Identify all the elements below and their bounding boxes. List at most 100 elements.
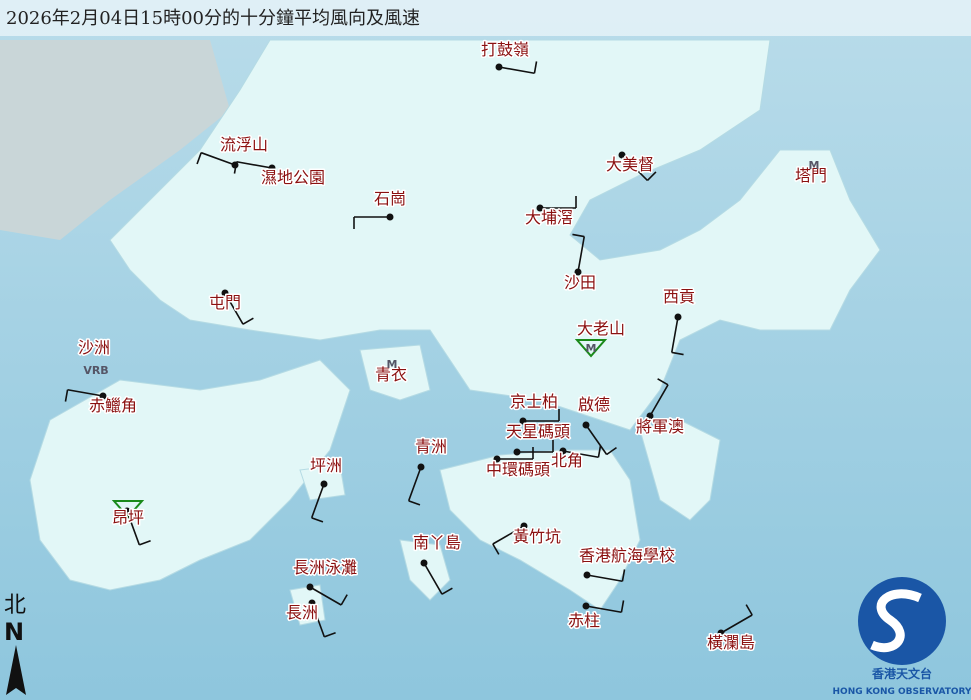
wind-barb-shaft: [309, 586, 342, 606]
wind-barb-feather: [606, 446, 617, 456]
station: 沙田: [562, 233, 598, 294]
station-note: M: [586, 342, 597, 355]
station: 長洲泳灘: [291, 557, 359, 606]
station: 大埔滘: [523, 196, 577, 229]
wind-barb-shaft: [585, 424, 608, 455]
station: 長洲: [284, 599, 336, 638]
station-dot: [582, 421, 590, 429]
station: 塔門M: [793, 159, 828, 187]
station: 黃竹坑: [492, 522, 563, 555]
wind-barb-shaft: [498, 66, 535, 75]
station-dot: [519, 417, 527, 425]
station: 石崗: [353, 188, 408, 229]
station-label: 打鼓嶺: [481, 40, 529, 59]
compass-zh: 北: [4, 593, 26, 618]
station-label: 青衣: [375, 365, 407, 384]
station: 將軍澳: [634, 378, 686, 438]
wind-barb-shaft: [577, 236, 586, 273]
wind-barb-shaft: [126, 510, 141, 546]
wind-barb-feather: [242, 317, 254, 325]
wind-barb-feather: [64, 389, 69, 402]
station-label: 啟德: [578, 395, 610, 414]
logo-en: HONG KONG OBSERVATORY: [833, 687, 971, 697]
station: 中環碼頭: [484, 447, 552, 481]
wind-barb-shaft: [649, 384, 669, 417]
wind-barb-feather: [533, 61, 538, 74]
station-label: 橫瀾島: [707, 633, 755, 652]
station: 南丫島: [411, 532, 463, 595]
station-dot: [559, 447, 567, 455]
station: 流浮山: [196, 134, 270, 169]
wind-barb-shaft: [720, 614, 753, 634]
station-dot: [536, 204, 544, 212]
station: 京士柏: [508, 391, 560, 425]
wind-barb-feather: [324, 631, 336, 638]
station-label: 香港航海學校: [579, 546, 675, 565]
station: 大美督: [604, 151, 657, 182]
land: [29, 39, 881, 626]
station-triangle: [111, 500, 145, 519]
title: 2026年2月04日15時00分的十分鐘平均風向及風速: [6, 8, 420, 29]
wind-barb-shaft: [67, 388, 104, 397]
station-label: 天星碼頭: [506, 422, 570, 441]
station: 濕地公園: [233, 160, 327, 189]
station: 沙洲 VRB: [76, 337, 111, 378]
station-label: 中環碼頭: [486, 460, 550, 479]
logo: 香港天文台 HONG KONG OBSERVATORY: [833, 577, 971, 697]
station-dot: [618, 151, 626, 159]
station: 赤鱲角: [64, 388, 139, 417]
station-dot: [417, 463, 425, 471]
wind-barb-feather: [620, 600, 625, 613]
station-dot: [582, 602, 590, 610]
wind-barb-shaft: [492, 525, 525, 545]
station-dot: [306, 583, 314, 591]
station-label: 濕地公園: [261, 168, 325, 187]
station: 青洲: [407, 436, 449, 506]
station: 坪洲: [308, 455, 344, 523]
station-label: 坪洲: [310, 456, 342, 475]
station: 青衣M: [373, 358, 408, 386]
station: 橫瀾島: [705, 604, 757, 654]
wind-barb-shaft: [407, 466, 422, 502]
station-label: 南丫島: [413, 533, 461, 552]
logo-zh: 香港天文台: [871, 666, 932, 681]
station-dot: [583, 571, 591, 579]
station-dot: [646, 412, 654, 420]
station: 天星碼頭: [504, 421, 572, 456]
wind-barb-feather: [311, 517, 324, 523]
station: 啟德: [576, 394, 617, 456]
station-note: VRB: [83, 364, 108, 377]
station-label: 青洲: [415, 437, 447, 456]
logo-s: [870, 589, 922, 653]
wind-barb-feather: [745, 604, 753, 616]
wind-barb-feather: [597, 445, 602, 458]
station: 香港航海學校: [577, 545, 677, 583]
station-label: 將軍澳: [636, 417, 684, 436]
station-dot: [420, 559, 428, 567]
station-note: M: [387, 358, 398, 371]
wind-barb-feather: [340, 594, 348, 606]
wind-barb-shaft: [423, 562, 443, 595]
station: 大老山 M: [574, 318, 627, 358]
station: 昂坪: [110, 500, 151, 546]
station-label: 黃竹坑: [513, 527, 561, 546]
compass-en: N: [4, 618, 24, 646]
wind-barb-shaft: [621, 154, 649, 182]
station-dot: [520, 522, 528, 530]
wind-barb-feather: [671, 351, 684, 356]
station-dot: [221, 289, 229, 297]
station-label: 京士柏: [510, 392, 558, 411]
station: 屯門: [207, 289, 254, 325]
station-triangle: [574, 339, 608, 358]
wind-barb-shaft: [236, 160, 273, 169]
wind-barb-feather: [196, 152, 202, 165]
station-label: 西貢: [663, 287, 695, 306]
wind-barb-shaft: [311, 602, 326, 638]
wind-barb-feather: [572, 233, 585, 238]
station-label: 塔門: [795, 166, 827, 185]
compass: 北 N: [4, 593, 26, 695]
station-label: 流浮山: [220, 135, 268, 154]
wind-barb-feather: [441, 587, 453, 595]
